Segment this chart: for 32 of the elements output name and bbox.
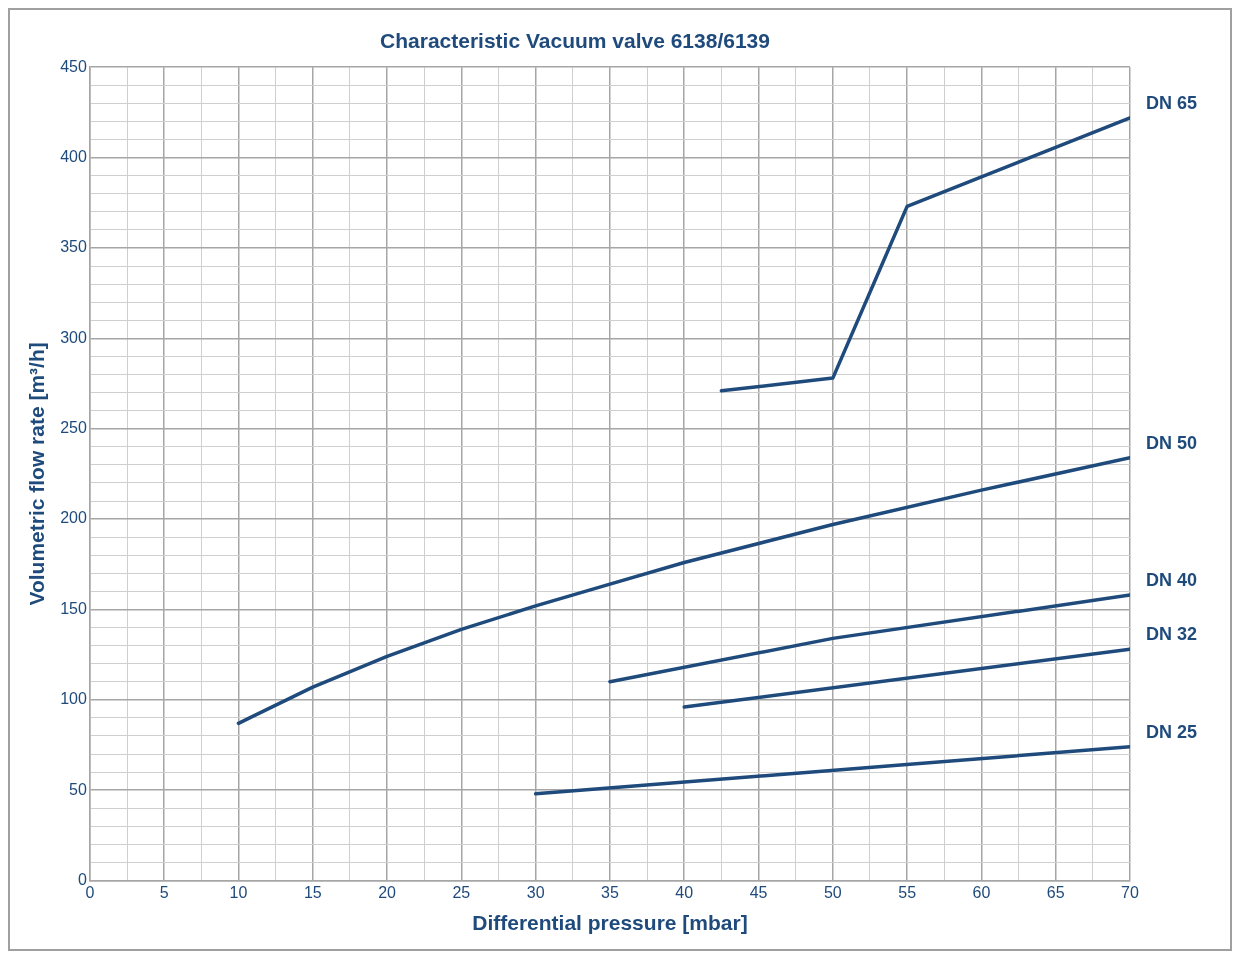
series-label: DN 32 bbox=[1146, 624, 1198, 645]
x-tick-label: 20 bbox=[378, 883, 397, 901]
y-tick-label: 200 bbox=[60, 509, 87, 527]
x-tick-label: 35 bbox=[601, 883, 619, 901]
y-tick-label: 250 bbox=[60, 419, 87, 437]
x-tick-label: 5 bbox=[159, 883, 169, 901]
series-label: DN 25 bbox=[1146, 721, 1198, 742]
x-tick-label: 40 bbox=[675, 883, 694, 901]
y-tick-label: 300 bbox=[60, 328, 87, 346]
x-tick-label: 60 bbox=[972, 883, 991, 901]
y-tick-label: 450 bbox=[60, 57, 87, 75]
series-label: DN 40 bbox=[1146, 569, 1198, 590]
series-label: DN 50 bbox=[1146, 432, 1198, 453]
y-tick-label: 0 bbox=[77, 871, 87, 889]
series-label: DN 65 bbox=[1146, 92, 1198, 113]
x-tick-label: 55 bbox=[898, 883, 917, 901]
y-axis-title: Volumetric flow rate [m³/h] bbox=[25, 342, 49, 606]
y-tick-label: 50 bbox=[69, 780, 87, 798]
x-axis-title: Differential pressure [mbar] bbox=[472, 911, 748, 935]
x-tick-label: 70 bbox=[1121, 883, 1139, 901]
x-tick-label: 45 bbox=[749, 883, 768, 901]
chart-title: Characteristic Vacuum valve 6138/6139 bbox=[380, 29, 770, 53]
y-tick-label: 400 bbox=[60, 147, 87, 165]
x-tick-label: 15 bbox=[303, 883, 322, 901]
y-tick-label: 100 bbox=[60, 690, 87, 708]
x-tick-label: 10 bbox=[229, 883, 248, 901]
x-tick-label: 50 bbox=[823, 883, 842, 901]
x-tick-label: 30 bbox=[526, 883, 545, 901]
x-tick-label: 65 bbox=[1046, 883, 1065, 901]
y-tick-label: 350 bbox=[60, 238, 87, 256]
y-tick-label: 150 bbox=[60, 599, 87, 617]
x-tick-label: 25 bbox=[452, 883, 471, 901]
